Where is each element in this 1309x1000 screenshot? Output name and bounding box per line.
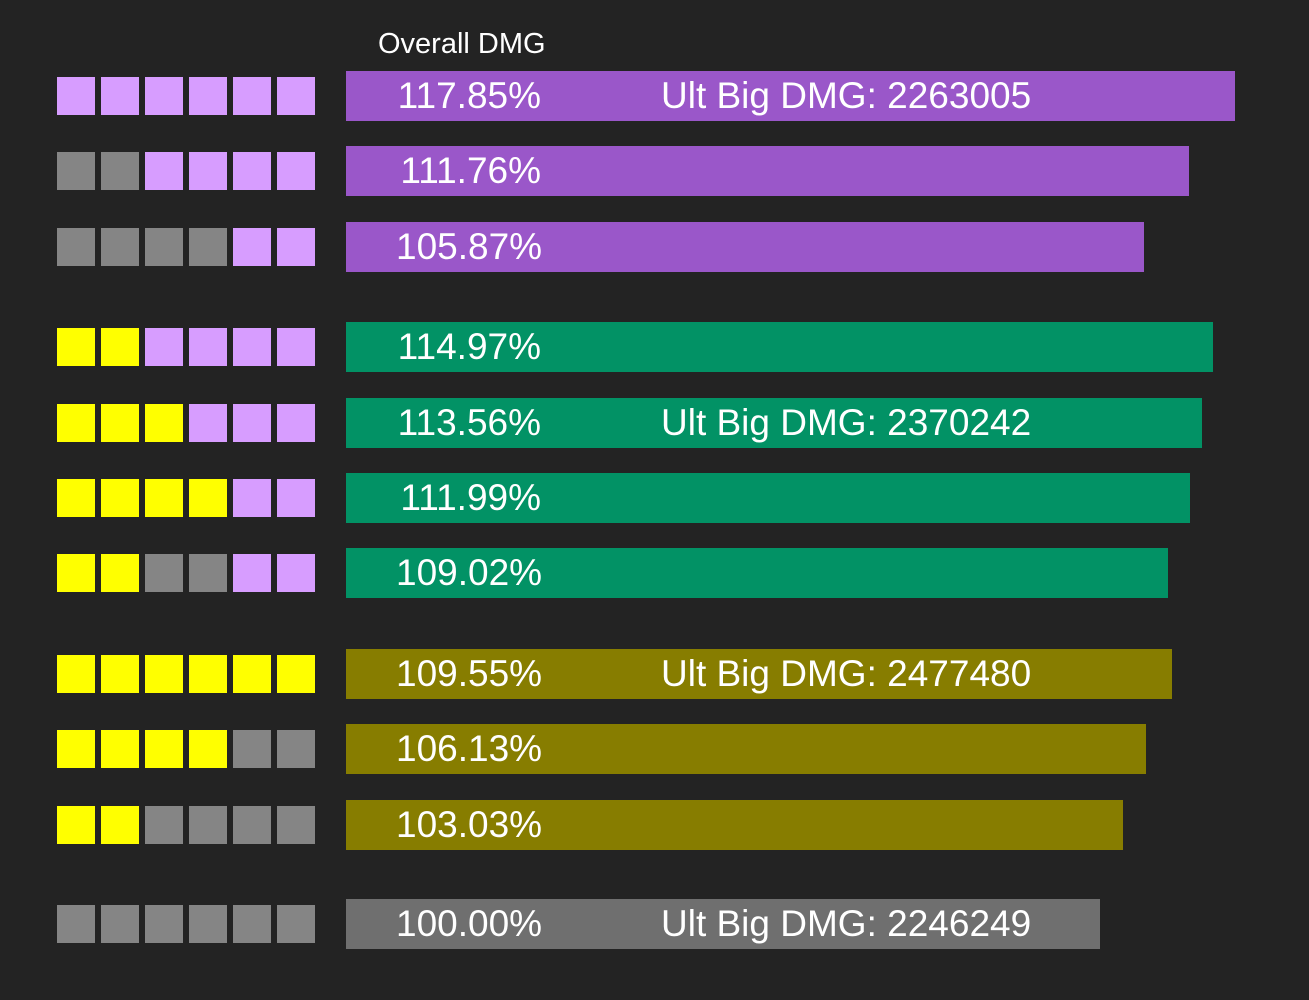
tier-square-gray xyxy=(189,554,227,592)
tier-square-gray xyxy=(233,806,271,844)
tier-square-purple xyxy=(277,554,315,592)
tier-square-gray xyxy=(145,806,183,844)
tier-square-yellow xyxy=(189,655,227,693)
tier-square-yellow xyxy=(57,655,95,693)
dmg-percent-label: 113.56% xyxy=(397,402,541,443)
dmg-bar xyxy=(346,800,1123,850)
dmg-percent-label: 103.03% xyxy=(396,804,543,845)
tier-square-purple xyxy=(145,152,183,190)
dmg-bar xyxy=(346,649,1172,699)
tier-square-purple xyxy=(57,77,95,115)
dmg-percent-label: 117.85% xyxy=(397,75,541,116)
tier-square-gray xyxy=(145,905,183,943)
dmg-bar xyxy=(346,899,1100,949)
tier-square-purple xyxy=(145,328,183,366)
tier-square-yellow xyxy=(189,730,227,768)
tier-square-gray xyxy=(145,228,183,266)
tier-square-yellow xyxy=(101,404,139,442)
tier-square-purple xyxy=(233,404,271,442)
dmg-bar xyxy=(346,71,1235,121)
tier-square-gray xyxy=(277,806,315,844)
tier-square-yellow xyxy=(57,554,95,592)
dmg-bar xyxy=(346,473,1190,523)
tier-square-purple xyxy=(101,77,139,115)
tier-square-yellow xyxy=(57,479,95,517)
tier-square-yellow xyxy=(101,554,139,592)
tier-square-purple xyxy=(233,77,271,115)
tier-square-purple xyxy=(277,77,315,115)
tier-square-purple xyxy=(277,152,315,190)
dmg-bar xyxy=(346,146,1189,196)
dmg-bar xyxy=(346,322,1213,372)
tier-square-yellow xyxy=(189,479,227,517)
tier-square-purple xyxy=(233,152,271,190)
dmg-percent-label: 111.99% xyxy=(400,477,541,518)
tier-square-yellow xyxy=(101,806,139,844)
tier-square-yellow xyxy=(101,328,139,366)
tier-square-gray xyxy=(57,905,95,943)
tier-square-gray xyxy=(277,905,315,943)
tier-square-gray xyxy=(189,806,227,844)
dmg-percent-label: 106.13% xyxy=(396,728,543,769)
dmg-bar xyxy=(346,724,1146,774)
tier-square-purple xyxy=(277,228,315,266)
tier-square-purple xyxy=(233,228,271,266)
tier-square-yellow xyxy=(145,655,183,693)
tier-square-purple xyxy=(277,404,315,442)
dmg-bar xyxy=(346,222,1144,272)
dmg-percent-label: 111.76% xyxy=(400,150,541,191)
tier-square-purple xyxy=(233,554,271,592)
tier-square-yellow xyxy=(145,404,183,442)
tier-square-yellow xyxy=(233,655,271,693)
ult-big-dmg-label: Ult Big DMG: 2263005 xyxy=(661,75,1032,116)
dmg-percent-label: 109.55% xyxy=(396,653,543,694)
dmg-percent-label: 114.97% xyxy=(397,326,541,367)
tier-square-purple xyxy=(277,479,315,517)
tier-square-yellow xyxy=(145,730,183,768)
tier-square-gray xyxy=(57,152,95,190)
tier-square-gray xyxy=(145,554,183,592)
tier-square-purple xyxy=(189,404,227,442)
tier-square-yellow xyxy=(57,730,95,768)
ult-big-dmg-label: Ult Big DMG: 2477480 xyxy=(661,653,1032,694)
tier-square-gray xyxy=(189,905,227,943)
chart-title: Overall DMG xyxy=(378,28,546,60)
tier-square-yellow xyxy=(145,479,183,517)
tier-square-purple xyxy=(145,77,183,115)
tier-square-gray xyxy=(233,730,271,768)
tier-square-purple xyxy=(277,328,315,366)
dmg-bar xyxy=(346,548,1168,598)
tier-square-gray xyxy=(57,228,95,266)
tier-square-yellow xyxy=(57,328,95,366)
tier-square-yellow xyxy=(57,806,95,844)
tier-square-yellow xyxy=(101,479,139,517)
tier-square-yellow xyxy=(101,730,139,768)
dmg-percent-label: 109.02% xyxy=(396,552,543,593)
ult-big-dmg-label: Ult Big DMG: 2370242 xyxy=(661,402,1032,443)
dmg-percent-label: 100.00% xyxy=(396,903,543,944)
dmg-percent-label: 105.87% xyxy=(396,226,543,267)
ult-big-dmg-label: Ult Big DMG: 2246249 xyxy=(661,903,1032,944)
tier-square-gray xyxy=(101,228,139,266)
tier-square-purple xyxy=(189,77,227,115)
tier-square-gray xyxy=(233,905,271,943)
tier-square-purple xyxy=(233,328,271,366)
tier-square-purple xyxy=(189,152,227,190)
tier-square-purple xyxy=(189,328,227,366)
tier-square-gray xyxy=(277,730,315,768)
tier-square-gray xyxy=(101,905,139,943)
tier-square-yellow xyxy=(101,655,139,693)
tier-square-yellow xyxy=(57,404,95,442)
tier-square-purple xyxy=(233,479,271,517)
dmg-bar xyxy=(346,398,1202,448)
tier-square-yellow xyxy=(277,655,315,693)
tier-square-gray xyxy=(101,152,139,190)
tier-square-gray xyxy=(189,228,227,266)
